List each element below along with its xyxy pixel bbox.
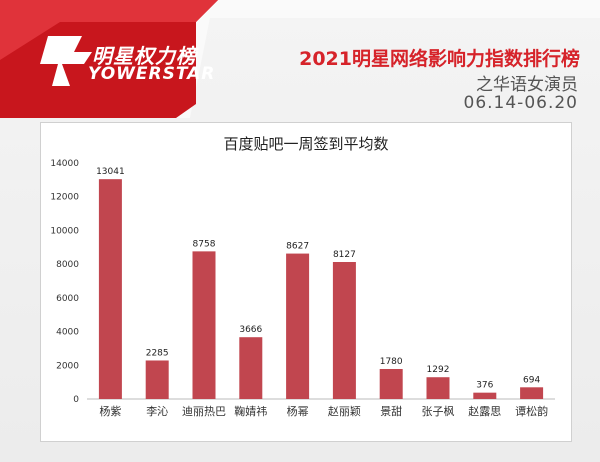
bars bbox=[98, 179, 544, 399]
x-tick-label: 赵丽颖 bbox=[328, 404, 361, 418]
y-tick-label: 6000 bbox=[56, 294, 79, 304]
x-tick-label: 杨幂 bbox=[287, 404, 309, 418]
x-tick-label: 鞠婧祎 bbox=[234, 404, 267, 418]
bar-value-label: 13041 bbox=[96, 167, 125, 177]
banner-shapes bbox=[0, 0, 600, 118]
bar-value-label: 694 bbox=[523, 375, 540, 385]
logo-y-mark bbox=[40, 36, 92, 86]
header-banner: 明星权力榜 YOWERSTAR 2021明星网络影响力指数排行榜 之华语女演员 … bbox=[0, 0, 600, 118]
bar bbox=[192, 251, 216, 399]
bar-chart: 百度贴吧一周签到平均数 0 2000 4000 6000 8000 10000 12000 1… bbox=[50, 135, 555, 418]
bar-value-label: 376 bbox=[476, 381, 493, 391]
date-range: 06.14-06.20 bbox=[463, 93, 578, 113]
data-labels: 13041 2285 8758 3666 8627 8127 1780 1292 376 694 bbox=[96, 167, 540, 390]
x-tick-label: 张子枫 bbox=[422, 404, 455, 418]
logo-chinese-text: 明星权力榜 bbox=[92, 44, 197, 68]
bar-value-label: 3666 bbox=[239, 325, 262, 335]
bar bbox=[426, 377, 450, 399]
bar-value-label: 8758 bbox=[193, 239, 216, 249]
y-tick-label: 12000 bbox=[50, 193, 79, 203]
y-axis-ticks: 0 2000 4000 6000 8000 10000 12000 14000 bbox=[50, 159, 79, 405]
x-tick-label: 杨紫 bbox=[99, 404, 121, 418]
bar bbox=[145, 360, 169, 399]
x-tick-label: 迪丽热巴 bbox=[182, 405, 226, 418]
bar-value-label: 1292 bbox=[427, 365, 450, 375]
page-title: 2021明星网络影响力指数排行榜 bbox=[299, 48, 580, 70]
bar-value-label: 2285 bbox=[146, 348, 169, 358]
x-tick-label: 赵露思 bbox=[468, 404, 501, 418]
bar bbox=[473, 392, 497, 399]
x-tick-label: 景甜 bbox=[380, 405, 402, 418]
y-tick-label: 2000 bbox=[56, 361, 79, 371]
bar-value-label: 1780 bbox=[380, 357, 403, 367]
page-subtitle: 之华语女演员 bbox=[476, 75, 578, 95]
banner-red-panel bbox=[0, 0, 218, 118]
bar bbox=[332, 262, 356, 399]
bar bbox=[286, 253, 310, 399]
bar-value-label: 8127 bbox=[333, 250, 356, 260]
x-tick-label: 谭松韵 bbox=[515, 404, 548, 418]
logo-english-text: YOWERSTAR bbox=[88, 64, 216, 84]
bar bbox=[98, 179, 122, 399]
x-axis-ticks: 杨紫 李沁 迪丽热巴 鞠婧祎 杨幂 赵丽颖 景甜 张子枫 赵露思 谭松韵 bbox=[99, 404, 548, 418]
chart-title: 百度贴吧一周签到平均数 bbox=[223, 135, 388, 153]
banner-red-highlight bbox=[0, 0, 218, 60]
y-tick-label: 14000 bbox=[50, 159, 79, 169]
y-tick-label: 0 bbox=[73, 395, 79, 405]
chart-panel: 百度贴吧一周签到平均数 0 2000 4000 6000 8000 10000 12000 1… bbox=[40, 122, 572, 442]
y-tick-label: 4000 bbox=[56, 328, 79, 338]
bar bbox=[379, 368, 403, 399]
x-tick-label: 李沁 bbox=[146, 404, 168, 418]
bar-value-label: 8627 bbox=[286, 242, 309, 252]
y-tick-label: 10000 bbox=[50, 226, 79, 236]
bar bbox=[239, 337, 263, 399]
bar bbox=[520, 387, 544, 399]
y-tick-label: 8000 bbox=[56, 260, 79, 270]
